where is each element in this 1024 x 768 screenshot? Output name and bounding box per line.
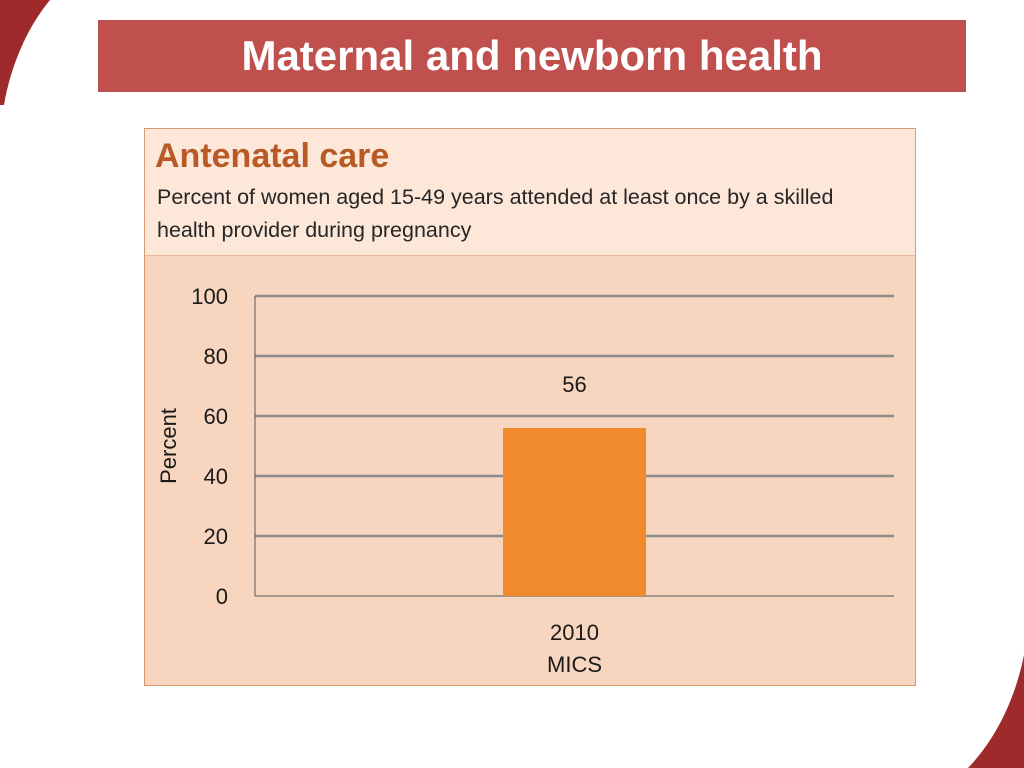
bar [503, 428, 646, 596]
slide-title-banner: Maternal and newborn health [98, 20, 966, 92]
x-tick-label: MICS [547, 652, 602, 677]
y-tick-label: 80 [204, 344, 228, 369]
slide-title: Maternal and newborn health [241, 32, 823, 79]
chart-title: Antenatal care [155, 137, 390, 175]
chart-panel-header: Antenatal care Percent of women aged 15-… [145, 129, 915, 256]
top-left-swoosh [0, 0, 50, 105]
y-tick-label: 0 [216, 584, 228, 609]
x-tick-label: 2010 [550, 620, 599, 645]
y-tick-label: 20 [204, 524, 228, 549]
y-axis-label: Percent [156, 408, 181, 484]
data-label: 56 [562, 372, 586, 397]
y-tick-label: 60 [204, 404, 228, 429]
y-tick-label: 100 [191, 284, 228, 309]
chart-subtitle: Percent of women aged 15-49 years attend… [157, 185, 834, 242]
y-tick-label: 40 [204, 464, 228, 489]
bottom-right-swoosh [968, 655, 1024, 768]
